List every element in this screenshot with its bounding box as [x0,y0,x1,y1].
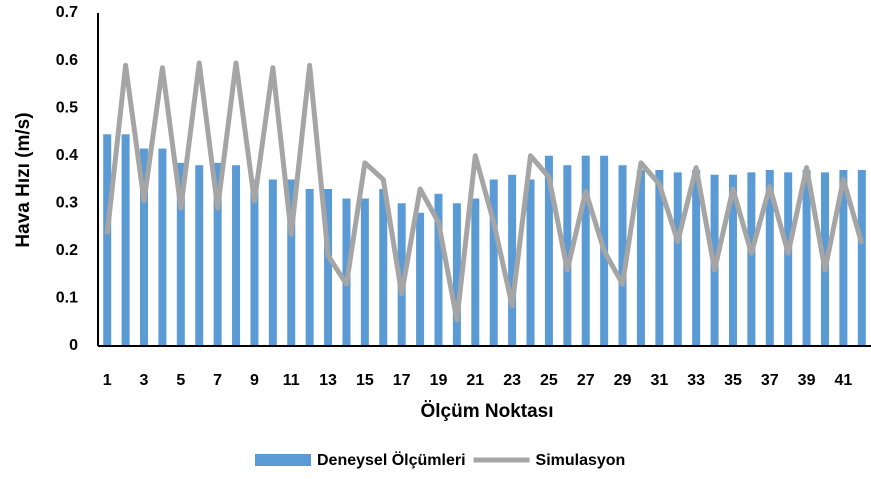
bar [857,169,866,346]
bar [765,169,774,346]
y-tick-label: 0 [69,337,78,354]
bar [728,174,737,346]
x-tick-label: 39 [798,372,816,389]
bar [287,179,296,346]
bar [544,155,553,346]
bar [692,169,701,346]
bar [526,179,535,346]
x-tick-label: 33 [687,372,705,389]
x-tick-label: 19 [430,372,448,389]
x-tick-label: 29 [614,372,632,389]
legend-label: Simulasyon [536,452,626,469]
x-tick-label: 27 [577,372,595,389]
x-tick-label: 35 [724,372,742,389]
bar [305,189,314,346]
bar [618,165,627,346]
bar [158,148,167,346]
bar [434,193,443,346]
bar [379,189,388,346]
x-tick-label: 37 [761,372,779,389]
bar [360,198,369,346]
y-tick-label: 0.7 [56,4,78,21]
x-tick-label: 15 [356,372,374,389]
bar [195,165,204,346]
bar [802,169,811,346]
bar [416,212,425,346]
line [104,60,865,323]
bar [452,203,461,346]
x-tick-label: 3 [140,372,149,389]
bar [250,179,259,346]
bar [489,179,498,346]
x-tick-label: 23 [503,372,521,389]
bar [655,169,664,346]
bar [268,179,277,346]
bar [839,169,848,346]
x-tick-label: 11 [283,372,300,389]
y-tick-label: 0.5 [56,99,78,116]
bar [176,162,185,346]
x-tick-label: 31 [650,372,668,389]
y-tick-label: 0.1 [56,290,78,307]
x-tick-label: 17 [393,372,411,389]
bar [471,198,480,346]
bar [508,174,517,346]
legend-swatch [255,454,311,466]
y-tick-label: 0.6 [56,52,78,69]
bar [784,172,793,346]
x-tick-label: 1 [103,372,112,389]
x-tick-label: 13 [319,372,337,389]
x-tick-label: 9 [250,372,259,389]
bar [140,148,149,346]
bar [324,189,333,346]
bar [563,165,572,346]
x-axis-title: Ölçüm Noktası [420,401,553,422]
y-tick-label: 0.3 [56,195,78,212]
bar [232,165,241,346]
bar [397,203,406,346]
x-tick-label: 7 [213,372,222,389]
bar [747,172,756,346]
bar [673,172,682,346]
x-tick-label: 25 [540,372,558,389]
bar [213,162,222,346]
y-tick-label: 0.2 [56,242,78,259]
legend-label: Deneysel Ölçümleri [317,450,466,469]
x-tick-label: 5 [176,372,185,389]
x-tick-label: 41 [834,372,852,389]
y-axis-title: Hava Hızı (m/s) [13,112,34,247]
y-tick-label: 0.4 [56,147,78,164]
bar [636,169,645,346]
x-tick-label: 21 [466,372,484,389]
bar [121,134,130,346]
bar [103,134,112,346]
bar [581,155,590,346]
